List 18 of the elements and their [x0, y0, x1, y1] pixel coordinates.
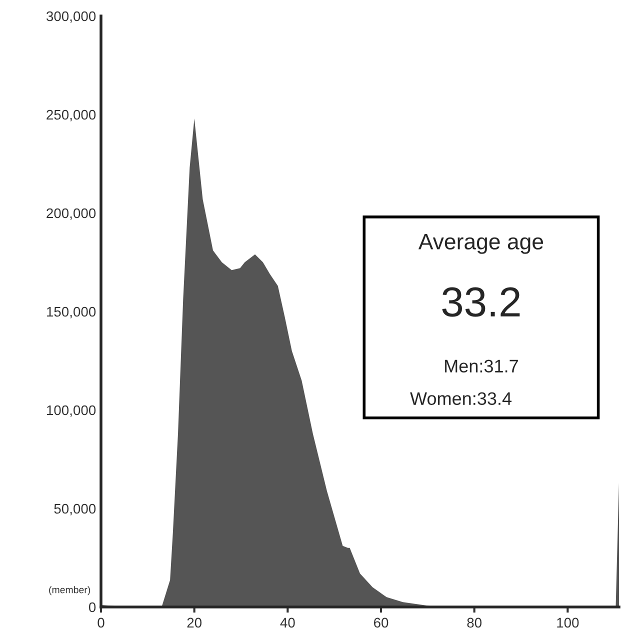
- y-tick-label: 100,000: [47, 405, 96, 417]
- y-tick-label: 300,000: [46, 11, 96, 23]
- annotation: 33.2: [442, 287, 520, 317]
- annotation: Average age: [418, 234, 544, 254]
- x-tick-label: 20: [187, 618, 202, 628]
- y-tick-label: 200,000: [46, 208, 96, 220]
- text: (member): [49, 586, 90, 596]
- annotation: Women:33.4: [410, 392, 512, 405]
- x-tick-label: 100: [557, 618, 579, 628]
- x-tick-label: 40: [280, 618, 295, 628]
- y-tick-label: 150,000: [47, 306, 96, 318]
- y-tick-label: 50,000: [54, 504, 96, 516]
- x-tick-label: 0: [98, 618, 104, 628]
- y-tick-label: 250,000: [46, 110, 96, 122]
- annotation: Men:31.7: [445, 360, 518, 372]
- x-tick-label: 60: [374, 618, 388, 628]
- y-tick-label: 0: [88, 602, 96, 612]
- x-tick-label: 80: [467, 618, 482, 628]
